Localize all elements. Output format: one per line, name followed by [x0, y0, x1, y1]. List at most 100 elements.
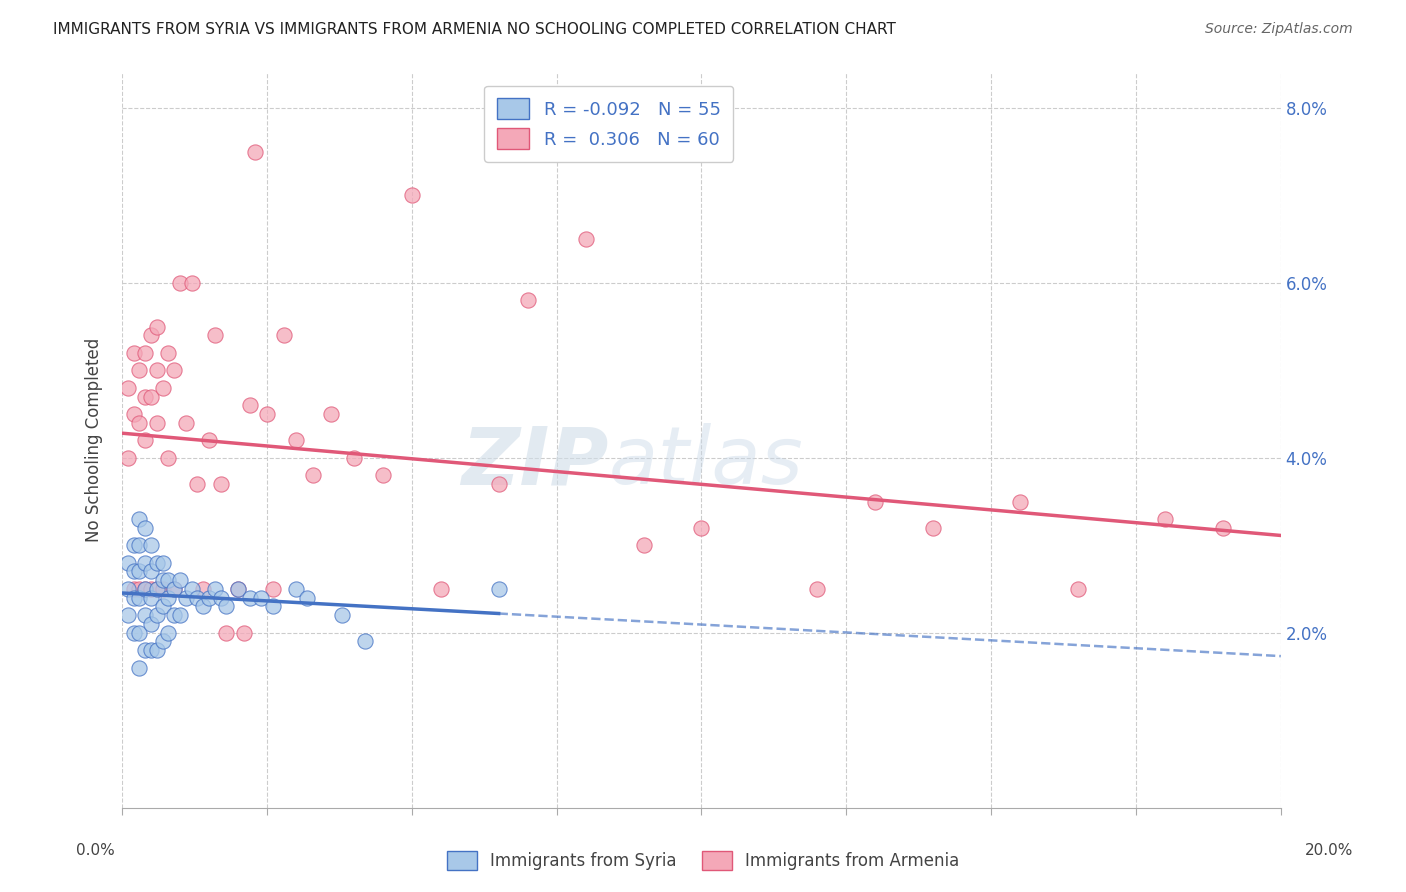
Point: [169, 608, 191, 623]
Point: [134, 608, 156, 623]
Point: [139, 390, 162, 404]
Point: [134, 346, 156, 360]
Point: [245, 145, 267, 159]
Point: [232, 625, 254, 640]
Point: [401, 188, 423, 202]
Point: [922, 521, 945, 535]
Point: [690, 521, 713, 535]
Point: [163, 582, 186, 596]
Point: [319, 407, 342, 421]
Point: [163, 582, 186, 596]
Point: [215, 625, 238, 640]
Point: [152, 634, 174, 648]
Point: [273, 328, 295, 343]
Point: [134, 390, 156, 404]
Point: [146, 319, 169, 334]
Point: [139, 591, 162, 605]
Text: 0.0%: 0.0%: [76, 843, 115, 858]
Point: [343, 450, 366, 465]
Point: [169, 276, 191, 290]
Point: [354, 634, 377, 648]
Point: [139, 582, 162, 596]
Point: [128, 661, 150, 675]
Point: [297, 591, 319, 605]
Point: [122, 591, 145, 605]
Point: [128, 591, 150, 605]
Point: [134, 521, 156, 535]
Point: [134, 582, 156, 596]
Point: [256, 407, 278, 421]
Point: [157, 346, 180, 360]
Point: [146, 608, 169, 623]
Point: [157, 450, 180, 465]
Point: [284, 434, 307, 448]
Point: [139, 538, 162, 552]
Point: [117, 381, 139, 395]
Point: [152, 582, 174, 596]
Point: [574, 232, 596, 246]
Point: [163, 608, 186, 623]
Point: [174, 416, 197, 430]
Y-axis label: No Schooling Completed: No Schooling Completed: [86, 338, 103, 542]
Text: IMMIGRANTS FROM SYRIA VS IMMIGRANTS FROM ARMENIA NO SCHOOLING COMPLETED CORRELAT: IMMIGRANTS FROM SYRIA VS IMMIGRANTS FROM…: [53, 22, 896, 37]
Point: [209, 591, 232, 605]
Point: [193, 599, 215, 614]
Point: [139, 328, 162, 343]
Text: ZIP: ZIP: [461, 424, 609, 501]
Point: [122, 582, 145, 596]
Point: [134, 434, 156, 448]
Point: [117, 556, 139, 570]
Point: [488, 582, 510, 596]
Point: [215, 599, 238, 614]
Point: [122, 625, 145, 640]
Point: [128, 565, 150, 579]
Point: [226, 582, 249, 596]
Point: [128, 538, 150, 552]
Point: [122, 538, 145, 552]
Point: [146, 363, 169, 377]
Point: [122, 346, 145, 360]
Point: [134, 556, 156, 570]
Point: [117, 608, 139, 623]
Point: [122, 565, 145, 579]
Point: [139, 643, 162, 657]
Point: [180, 582, 202, 596]
Point: [139, 565, 162, 579]
Point: [262, 582, 284, 596]
Point: [134, 582, 156, 596]
Point: [146, 643, 169, 657]
Point: [152, 599, 174, 614]
Point: [198, 591, 221, 605]
Point: [633, 538, 655, 552]
Point: [1067, 582, 1090, 596]
Point: [330, 608, 353, 623]
Point: [117, 582, 139, 596]
Point: [152, 556, 174, 570]
Point: [163, 363, 186, 377]
Point: [128, 512, 150, 526]
Point: [209, 477, 232, 491]
Point: [157, 591, 180, 605]
Point: [371, 468, 394, 483]
Point: [1212, 521, 1234, 535]
Point: [128, 416, 150, 430]
Point: [226, 582, 249, 596]
Point: [152, 381, 174, 395]
Point: [157, 625, 180, 640]
Point: [284, 582, 307, 596]
Point: [146, 416, 169, 430]
Point: [204, 582, 226, 596]
Point: [262, 599, 284, 614]
Text: Source: ZipAtlas.com: Source: ZipAtlas.com: [1205, 22, 1353, 37]
Point: [128, 582, 150, 596]
Point: [117, 450, 139, 465]
Text: 20.0%: 20.0%: [1305, 843, 1353, 858]
Point: [139, 617, 162, 632]
Point: [250, 591, 273, 605]
Point: [1154, 512, 1177, 526]
Text: atlas: atlas: [609, 424, 803, 501]
Point: [204, 328, 226, 343]
Point: [146, 582, 169, 596]
Legend: R = -0.092   N = 55, R =  0.306   N = 60: R = -0.092 N = 55, R = 0.306 N = 60: [484, 86, 734, 161]
Point: [429, 582, 451, 596]
